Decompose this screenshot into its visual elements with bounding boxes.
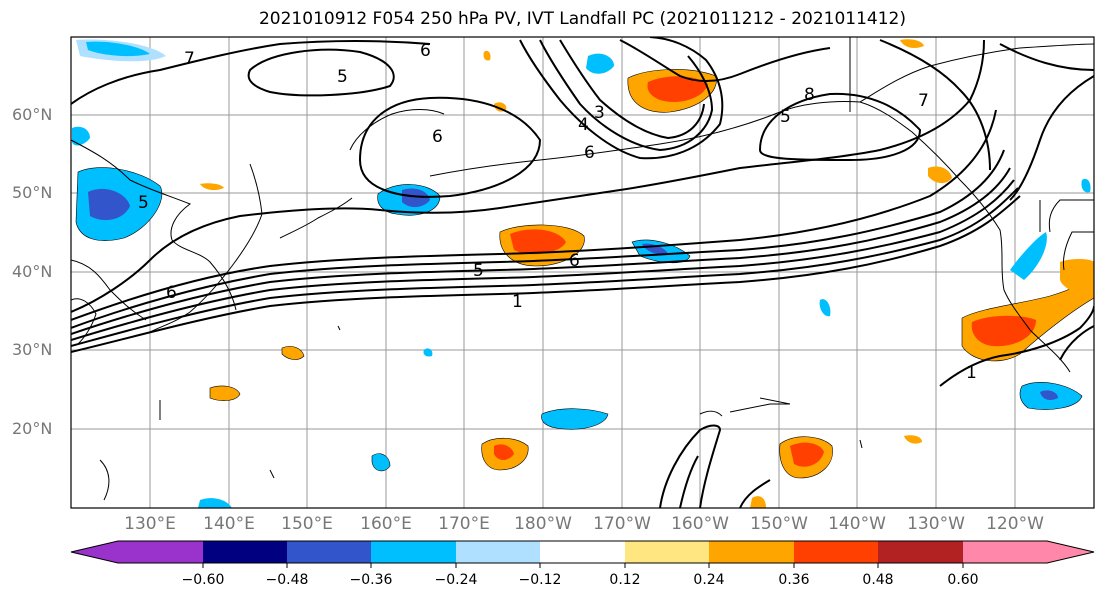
colorbar-tick-label: 0.12 [609,572,641,588]
contour-label: 6 [166,283,177,303]
pv-contours [71,37,1094,508]
colorbar-tick-label: −0.24 [434,572,478,588]
lat-label: 60°N [12,105,53,124]
colorbar-tick-label: −0.36 [349,572,393,588]
colorbar-tick-label: −0.12 [518,572,562,588]
lat-label: 40°N [12,262,53,281]
lon-label: 140°W [828,514,886,534]
colorbar-outline [70,540,1095,564]
lon-label: 150°W [750,514,808,534]
colorbar-segment [118,541,203,563]
colorbar-segment [625,541,709,563]
lon-label: 140°E [203,514,255,534]
colorbar-tick-label: 0.60 [947,572,979,588]
contour-label: 6 [432,127,443,147]
colorbar-segment [709,541,794,563]
colorbar-segment [540,541,625,563]
lon-label: 160°W [671,514,729,534]
contour-label: 8 [804,85,815,105]
colorbar-segment [878,541,963,563]
colorbar-tick-label: −0.60 [181,572,225,588]
colorbar-segment [456,541,540,563]
coastlines [71,37,1094,501]
colorbar-segment [71,541,118,563]
colorbar-tick-label: 0.24 [693,572,725,588]
lon-label: 150°E [281,514,333,534]
positive-anomaly-fills [200,39,1094,508]
lon-label: 130°E [124,514,176,534]
contour-label: 5 [780,107,791,127]
colorbar-segment [203,541,287,563]
lat-label: 20°N [12,419,53,438]
lon-label: 130°W [907,514,965,534]
contour-label: 7 [184,49,195,69]
graticule [71,37,1094,508]
contour-label: 6 [584,143,595,163]
contour-label: 4 [578,115,589,135]
colorbar-segment [287,541,371,563]
contour-label: 7 [918,91,929,111]
contour-label: 6 [420,41,431,61]
lon-label: 180°W [514,514,572,534]
colorbar-tick-label: 0.36 [778,572,810,588]
map-frame [70,36,1095,509]
lat-label: 50°N [12,183,53,202]
contour-label: 5 [473,261,484,281]
lat-label: 30°N [12,340,53,359]
lon-label: 160°E [360,514,412,534]
colorbar-segment [963,541,1047,563]
map-title: 2021010912 F054 250 hPa PV, IVT Landfall… [258,9,906,29]
colorbar-segment [1047,541,1094,563]
contour-label: 6 [569,251,580,271]
colorbar-tick-label: 0.48 [862,572,894,588]
colorbar-segment [794,541,878,563]
negative-anomaly-fills [72,39,1091,508]
lon-label: 170°W [593,514,651,534]
contour-label: 5 [138,193,149,213]
contour-label: 1 [512,292,523,312]
colorbar [70,540,1095,568]
contour-label-group: 1 5 6 6 6 5 8 6 5 6 4 3 7 1 5 7 [138,41,977,383]
lon-label: 120°W [986,514,1044,534]
contour-label: 3 [594,103,605,123]
contour-label: 5 [337,67,348,87]
colorbar-tick-label: −0.48 [265,572,309,588]
lon-label: 170°E [438,514,490,534]
contour-label: 1 [966,363,977,383]
colorbar-segment [371,541,456,563]
